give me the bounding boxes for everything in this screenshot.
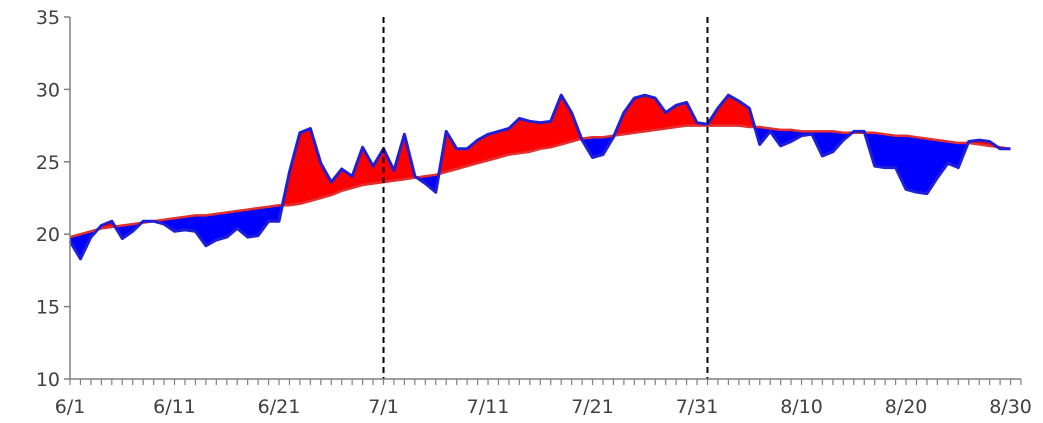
below-normal-area xyxy=(905,135,917,193)
x-tick-label: 7/1 xyxy=(368,396,399,418)
below-normal-area xyxy=(247,207,259,238)
below-normal-area xyxy=(884,133,896,168)
above-normal-area xyxy=(310,128,322,202)
y-tick-label: 30 xyxy=(36,79,60,101)
above-normal-area xyxy=(539,120,552,150)
above-normal-area xyxy=(299,128,311,205)
fill-areas xyxy=(69,94,1011,260)
below-normal-area xyxy=(874,132,886,168)
y-tick-label: 35 xyxy=(36,7,60,29)
x-tick-label: 7/21 xyxy=(571,396,614,418)
y-tick-label: 25 xyxy=(36,152,60,174)
above-normal-area xyxy=(498,128,510,158)
observed-series-line xyxy=(68,93,1011,261)
x-tick-label: 6/1 xyxy=(55,396,86,418)
series-lines xyxy=(68,93,1011,261)
y-tick-label: 15 xyxy=(36,297,60,319)
x-tick-label: 8/20 xyxy=(885,396,928,418)
above-normal-area xyxy=(519,118,531,154)
x-tick-label: 6/11 xyxy=(153,396,196,418)
x-tick-label: 7/31 xyxy=(676,396,719,418)
y-tick-label: 10 xyxy=(36,369,60,391)
reference-lines xyxy=(382,17,709,379)
x-tick-label: 8/30 xyxy=(989,396,1032,418)
above-normal-area xyxy=(633,94,646,134)
x-tick-label: 8/10 xyxy=(780,396,823,418)
x-tick-label: 6/21 xyxy=(258,396,301,418)
above-normal-area xyxy=(487,131,499,161)
axes: 10 15 20 25 30 35 6/1 6/11 6/21 7/1 7/11 7/21 7/31 8/… xyxy=(36,7,1032,418)
below-normal-area xyxy=(216,212,228,241)
below-normal-area xyxy=(916,136,928,195)
above-normal-area xyxy=(529,120,541,153)
above-normal-area xyxy=(644,94,656,132)
y-tick-label: 20 xyxy=(36,224,60,246)
x-tick-label: 7/11 xyxy=(467,396,510,418)
